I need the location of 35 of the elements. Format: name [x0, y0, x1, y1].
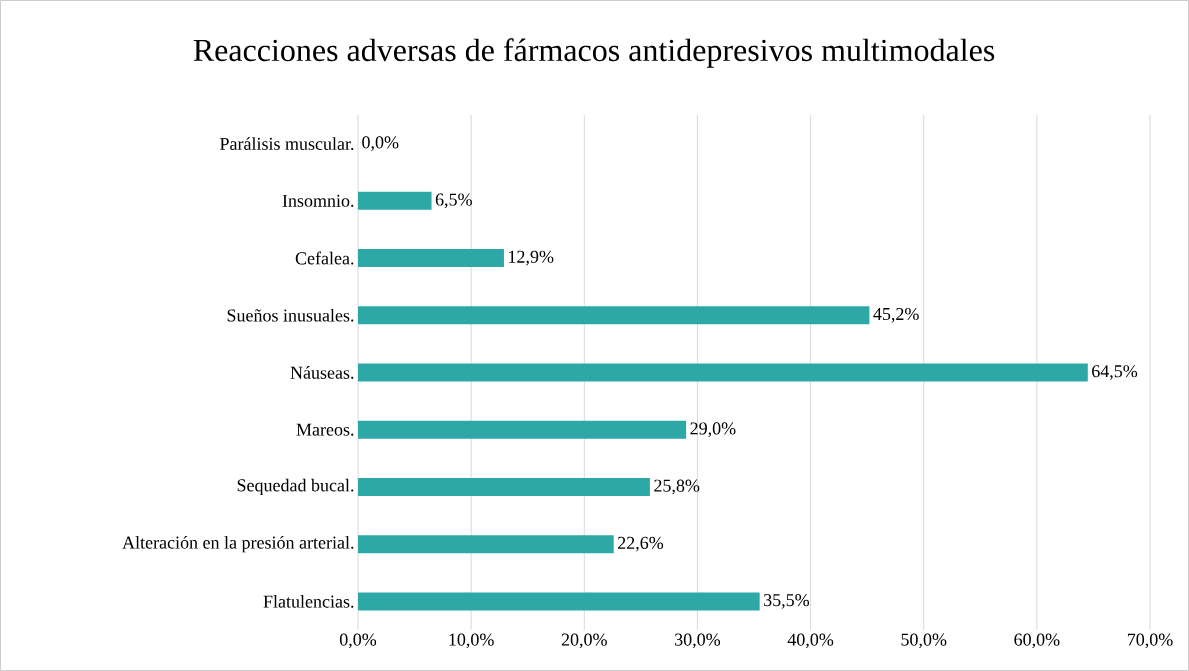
bar	[358, 363, 1088, 382]
bar	[358, 420, 687, 439]
data-label: 22,6%	[618, 536, 664, 552]
y-tick-label: Sequedad bucal.	[237, 478, 354, 496]
x-tick-label: 40,0%	[787, 633, 834, 649]
y-tick-label: Cefalea.	[295, 251, 354, 265]
x-tick-label: 0,0%	[339, 633, 377, 649]
chart-title: Reacciones adversas de fármacos antidepresivos multimodales	[193, 38, 995, 68]
x-tick-label: 30,0%	[675, 633, 721, 649]
y-tick-label: Sueños inusuales.	[227, 308, 354, 322]
x-tick-label: 10,0%	[449, 633, 494, 649]
bar	[358, 306, 870, 325]
bar	[358, 592, 760, 611]
y-tick-label: Parálisis muscular.	[220, 137, 354, 150]
bar	[358, 535, 614, 554]
bar	[358, 477, 650, 496]
data-label: 12,9%	[509, 250, 554, 266]
x-tick-label: 70,0%	[1127, 633, 1173, 649]
y-tick-label: Insomnio.	[282, 194, 354, 207]
bar	[358, 191, 432, 210]
x-tick-label: 20,0%	[561, 633, 607, 649]
data-label: 0,0%	[362, 136, 399, 151]
data-label: 25,8%	[654, 479, 700, 495]
y-tick-label: Alteración en la presión arterial.	[122, 536, 354, 553]
data-label: 64,5%	[1092, 365, 1138, 380]
data-label: 29,0%	[690, 422, 736, 438]
x-tick-label: 60,0%	[1014, 633, 1060, 649]
data-label: 6,5%	[435, 193, 472, 209]
x-tick-label: 50,0%	[901, 633, 947, 649]
data-label: 35,5%	[764, 594, 810, 609]
y-tick-label: Mareos.	[296, 423, 354, 436]
y-tick-label: Náuseas.	[290, 366, 354, 379]
y-tick-label: Flatulencias.	[263, 595, 354, 608]
bar	[358, 249, 504, 268]
data-label: 45,2%	[873, 307, 919, 323]
